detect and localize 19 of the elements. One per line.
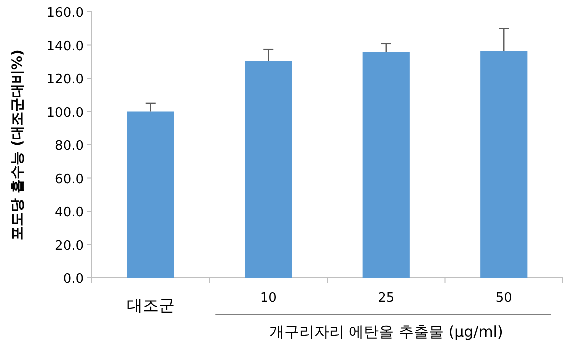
x-tick-label: 50: [496, 291, 512, 306]
x-tick-label: 25: [378, 291, 395, 306]
y-tick-label: 40.0: [55, 206, 84, 220]
bar: [480, 51, 528, 278]
bar: [245, 61, 292, 278]
bar: [362, 52, 410, 278]
y-tick-label: 60.0: [55, 172, 84, 188]
x-tick-label: 10: [260, 291, 277, 306]
x-axis-title: 개구리자리 에탄올 추출물 (μg/ml): [269, 323, 504, 341]
y-tick-label: 160.0: [46, 6, 84, 21]
y-tick-label: 100.0: [46, 106, 84, 121]
y-tick-label: 20.0: [55, 238, 84, 254]
y-tick-label: 80.0: [55, 139, 84, 154]
bar: [127, 112, 174, 278]
y-tick-label: 140.0: [46, 39, 84, 54]
y-tick-label: 0.0: [63, 272, 84, 287]
y-axis-title: 포도당 흡수능 (대조군대비%): [10, 50, 26, 240]
x-tick-label: 대조군: [126, 296, 175, 315]
y-tick-label: 120.0: [46, 72, 84, 88]
